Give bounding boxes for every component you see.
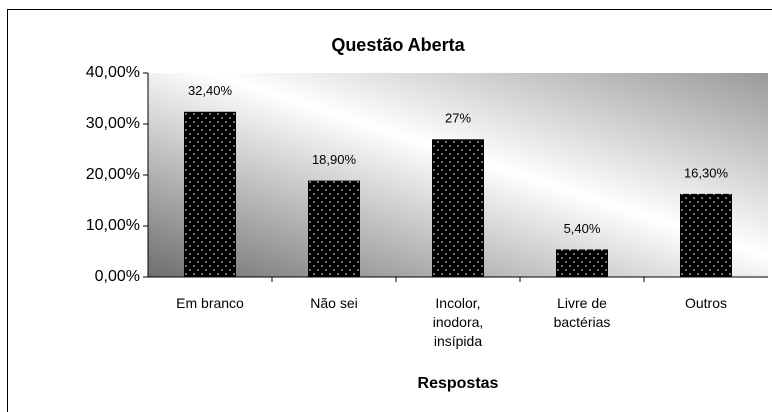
bar [308,180,360,277]
bar [680,193,732,277]
chart-title: Questão Aberta [331,35,465,55]
x-tick-label: Em branco [176,295,244,311]
y-tick-label: 30,00% [86,115,140,132]
x-tick-label: Não sei [310,295,358,311]
bar [556,249,608,277]
y-tick-label: 20,00% [86,166,140,183]
x-tick-label: Incolor, inodora, insípida [432,295,484,349]
x-tick-label: Livre de bactérias [553,295,611,330]
y-tick-label: 40,00% [86,64,140,81]
data-label: 18,90% [312,152,357,167]
bar [184,111,236,277]
x-tick-label: Outros [684,295,727,311]
data-label: 5,40% [564,221,601,236]
y-tick-label: 0,00% [95,268,140,285]
bar [432,139,484,277]
data-label: 32,40% [188,83,233,98]
y-tick-label: 10,00% [86,217,140,234]
data-label: 16,30% [684,165,729,180]
data-label: 27% [445,111,471,126]
x-axis-title: Respostas [418,375,499,392]
